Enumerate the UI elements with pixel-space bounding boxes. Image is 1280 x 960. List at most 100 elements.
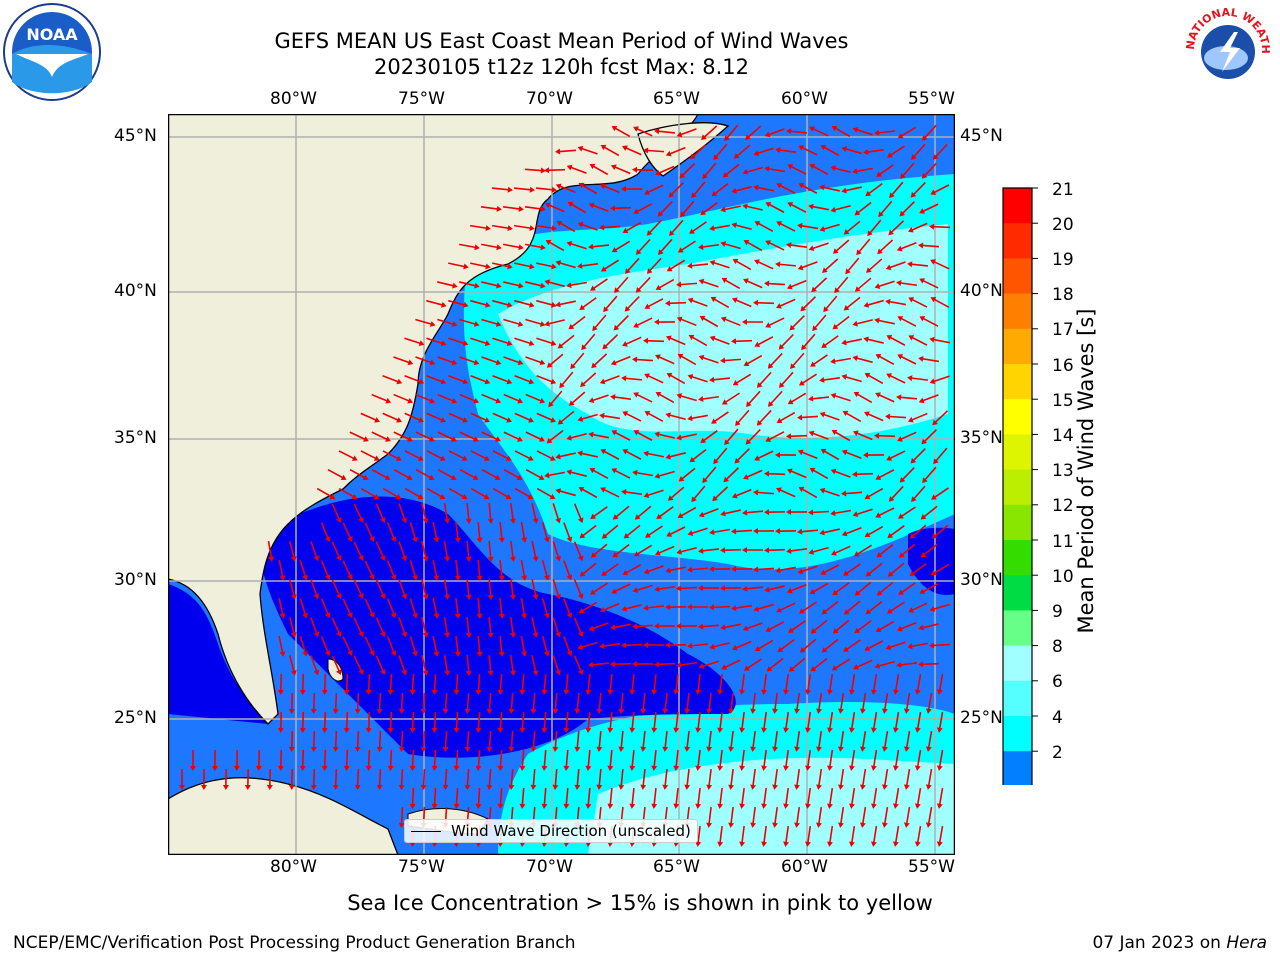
wind-wave-arrowhead (465, 556, 472, 562)
wind-wave-arrow (648, 219, 662, 235)
wind-wave-arrow (548, 353, 564, 367)
wind-wave-arrowhead (753, 489, 759, 496)
wind-wave-arrow (680, 467, 696, 481)
wind-wave-arrowhead (244, 784, 251, 790)
wind-wave-arrow (724, 163, 740, 177)
wind-wave-arrowhead (896, 280, 902, 286)
wind-wave-arrow (668, 452, 686, 458)
wind-wave-arrow (503, 281, 521, 287)
wind-wave-arrow (778, 298, 796, 308)
wind-wave-arrowhead (507, 263, 513, 270)
wind-wave-arrow (701, 356, 719, 364)
wind-wave-arrow (723, 242, 741, 250)
wind-wave-arrowhead (888, 229, 895, 236)
wind-wave-arrowhead (354, 784, 361, 790)
wind-wave-arrowhead (925, 708, 932, 714)
wind-wave-arrow (609, 749, 613, 769)
wind-wave-arrowhead (920, 552, 927, 558)
wind-wave-arrowhead (731, 297, 738, 304)
wind-wave-arrowhead (753, 299, 759, 306)
wind-wave-arrowhead (517, 359, 524, 366)
wind-wave-arrow (510, 730, 514, 750)
wind-wave-arrowhead (577, 145, 584, 152)
wind-wave-arrow (697, 749, 701, 769)
wind-wave-arrowhead (870, 765, 877, 771)
lon-label-bottom-70w: 70°W (526, 857, 573, 877)
wind-wave-arrowhead (505, 455, 512, 461)
wind-wave-arrow (554, 730, 558, 750)
wind-wave-arrow (386, 636, 396, 654)
wind-wave-arrowhead (529, 225, 535, 232)
wind-wave-arrow (404, 375, 422, 383)
wind-wave-arrowhead (521, 575, 528, 581)
wind-wave-arrow (733, 529, 753, 533)
wind-wave-arrow (466, 730, 470, 750)
wind-wave-arrow (398, 503, 406, 521)
wind-wave-arrow (624, 450, 642, 460)
wind-wave-arrow (360, 450, 378, 460)
wind-wave-arrowhead (900, 173, 906, 180)
wind-wave-arrowhead (602, 343, 609, 350)
wind-wave-arrowhead (767, 401, 774, 407)
wind-wave-arrowhead (837, 784, 844, 790)
wind-wave-arrow (623, 643, 643, 647)
wind-wave-arrow (587, 673, 591, 693)
wind-wave-arrow (536, 337, 554, 345)
wind-wave-arrowhead (589, 589, 596, 595)
wind-wave-arrow (877, 620, 895, 632)
wind-wave-arrow (745, 469, 763, 479)
wind-wave-arrowhead (546, 362, 553, 368)
wind-wave-arrowhead (495, 359, 502, 366)
wind-wave-arrow (800, 373, 818, 385)
wind-wave-arrow (850, 749, 856, 769)
wind-wave-arrow (481, 243, 499, 249)
wind-wave-arrow (525, 356, 543, 364)
wind-wave-arrow (520, 635, 526, 655)
wind-wave-arrowhead (633, 430, 640, 436)
wind-wave-arrow (364, 636, 374, 654)
wind-wave-arrow (310, 579, 318, 597)
wind-wave-arrow (558, 489, 576, 497)
wind-wave-arrowhead (837, 746, 844, 752)
wind-wave-arrow (492, 412, 510, 422)
wind-wave-arrowhead (566, 574, 573, 581)
wind-wave-arrow (878, 164, 894, 176)
wind-wave-arrowhead (496, 205, 502, 212)
wind-wave-arrowhead (611, 125, 618, 132)
wind-wave-arrowhead (834, 287, 840, 294)
wind-wave-arrow (850, 673, 856, 693)
wind-wave-arrowhead (662, 746, 669, 752)
wind-wave-arrowhead (731, 605, 737, 611)
wind-wave-arrowhead (521, 613, 528, 619)
wind-wave-arrow (338, 450, 356, 460)
wind-wave-arrowhead (859, 708, 866, 714)
wind-wave-arrow (899, 621, 917, 631)
wind-wave-arrow (932, 563, 950, 575)
wind-wave-arrow (723, 659, 741, 669)
wind-wave-arrow (635, 393, 653, 403)
wind-wave-arrowhead (887, 532, 894, 539)
wind-wave-arrowhead (422, 556, 429, 562)
wind-wave-arrowhead (580, 381, 586, 388)
wind-wave-arrow (301, 749, 305, 769)
wind-wave-arrowhead (581, 344, 587, 351)
wind-wave-arrow (349, 469, 367, 479)
wind-wave-arrowhead (255, 765, 262, 771)
wind-wave-arrow (912, 448, 926, 462)
wind-wave-arrowhead (577, 669, 584, 676)
wind-wave-arrowhead (484, 417, 490, 423)
wind-wave-arrowhead (712, 495, 718, 502)
wind-wave-arrowhead (918, 242, 924, 249)
wind-wave-arrowhead (453, 841, 460, 847)
cb-tick: 21 (1052, 180, 1074, 200)
wind-wave-arrowhead (919, 316, 926, 322)
wind-wave-arrowhead (676, 316, 683, 323)
wind-wave-arrowhead (742, 319, 748, 326)
wind-wave-arrow (844, 375, 862, 383)
wind-wave-arrow (631, 673, 635, 693)
wind-wave-arrow (697, 825, 701, 845)
wind-wave-arrowhead (845, 268, 851, 275)
wind-wave-arrow (525, 281, 543, 287)
wind-wave-arrowhead (621, 375, 627, 382)
wind-wave-arrow (604, 295, 618, 311)
